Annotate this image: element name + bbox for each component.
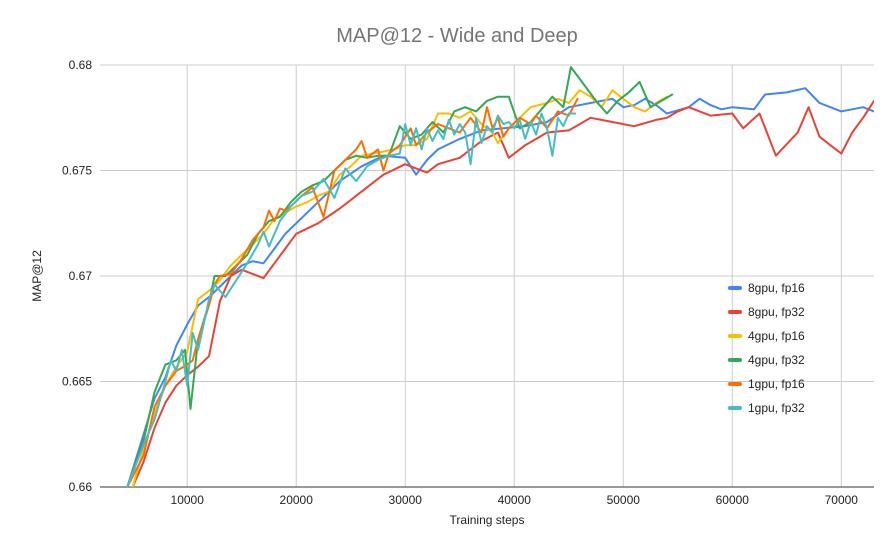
x-tick-label: 50000: [607, 493, 641, 507]
legend-item: 1gpu, fp16: [728, 377, 805, 391]
x-axis-ticks: 10000 20000 30000 40000 50000 60000 70000: [171, 493, 859, 507]
y-tick-label: 0.675: [62, 164, 92, 178]
x-tick-label: 70000: [825, 493, 859, 507]
legend-item: 1gpu, fp32: [728, 401, 805, 415]
series-lines: [126, 66, 874, 487]
x-tick-label: 30000: [389, 493, 423, 507]
y-axis-label: MAP@12: [30, 250, 44, 302]
x-tick-label: 10000: [171, 493, 205, 507]
legend-item: 8gpu, fp32: [728, 305, 805, 319]
legend-label: 8gpu, fp32: [748, 305, 805, 319]
gridlines: [100, 64, 874, 488]
series-line-4: [126, 66, 674, 487]
legend-item: 4gpu, fp32: [728, 353, 805, 367]
legend: 8gpu, fp16 8gpu, fp32 4gpu, fp16 4gpu, fp32…: [728, 281, 805, 415]
y-axis-ticks: 0.66 0.665 0.67 0.675 0.68: [62, 58, 92, 494]
series-line-2: [131, 99, 874, 487]
legend-item: 8gpu, fp16: [728, 281, 805, 295]
legend-label: 1gpu, fp32: [748, 401, 805, 415]
legend-item: 4gpu, fp16: [728, 329, 805, 343]
x-tick-label: 40000: [498, 493, 532, 507]
chart-title: MAP@12 - Wide and Deep: [336, 25, 578, 47]
y-tick-label: 0.66: [69, 480, 93, 494]
legend-label: 8gpu, fp16: [748, 281, 805, 295]
x-tick-label: 60000: [716, 493, 750, 507]
series-line-1: [126, 87, 874, 487]
legend-label: 1gpu, fp16: [748, 377, 805, 391]
series-line-6: [126, 112, 577, 487]
series-line-3: [131, 89, 668, 487]
x-tick-label: 20000: [280, 493, 314, 507]
y-tick-label: 0.67: [69, 269, 93, 283]
y-tick-label: 0.665: [62, 375, 92, 389]
legend-label: 4gpu, fp32: [748, 353, 805, 367]
x-axis-label: Training steps: [450, 513, 525, 527]
legend-label: 4gpu, fp16: [748, 329, 805, 343]
y-tick-label: 0.68: [69, 58, 93, 72]
